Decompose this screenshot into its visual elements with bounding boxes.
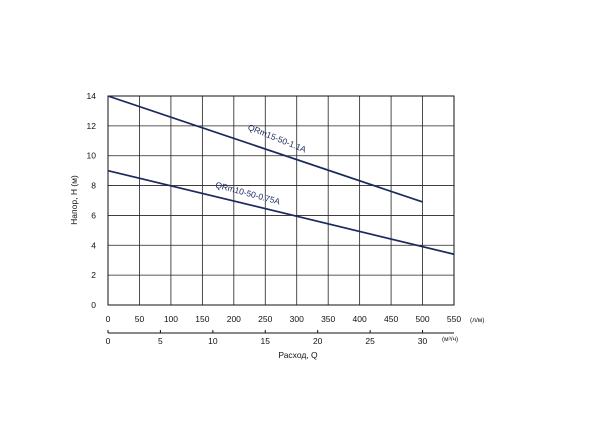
y-tick-label: 6 (91, 210, 96, 220)
x-tick-label: 200 (227, 314, 241, 324)
y-axis-ticks: 0 2 4 6 8 10 12 14 (87, 91, 97, 310)
x-tick-label: 550 (447, 314, 461, 324)
x2-tick-label: 15 (261, 336, 271, 346)
plot-frame (107, 95, 455, 306)
y-tick-label: 12 (87, 121, 97, 131)
grid (107, 95, 455, 306)
x2-tick-label: 25 (365, 336, 375, 346)
x-axis-primary-unit: (л/м) (470, 317, 484, 324)
x2-tick-label: 0 (106, 336, 111, 346)
x2-tick-label: 20 (313, 336, 323, 346)
x-tick-label: 500 (415, 314, 429, 324)
series-labels: QRm15-50-1.1A QRm10-50-0.75A (214, 122, 308, 207)
y-tick-label: 10 (87, 151, 97, 161)
x-axis-secondary-unit: (м³/ч) (442, 336, 458, 343)
y-axis-title: Напор, H (м) (69, 175, 79, 225)
y-tick-label: 4 (91, 240, 96, 250)
y-tick-label: 14 (87, 91, 97, 101)
x-tick-label: 400 (353, 314, 367, 324)
x-tick-label: 300 (290, 314, 304, 324)
x-axis-primary-ticks: 0 50 100 150 200 250 300 350 400 450 500 550 (106, 314, 462, 324)
x-tick-label: 250 (258, 314, 272, 324)
x2-tick-label: 10 (208, 336, 218, 346)
x-tick-label: 350 (321, 314, 335, 324)
x-axis-secondary-ticks: 0 5 10 15 20 25 30 (106, 330, 428, 346)
x-tick-label: 100 (164, 314, 178, 324)
y-tick-label: 2 (91, 270, 96, 280)
series-lines (107, 95, 455, 256)
x-axis-title: Расход, Q (278, 350, 318, 360)
x-tick-label: 50 (135, 314, 145, 324)
series-line (107, 95, 423, 203)
x2-tick-label: 5 (158, 336, 163, 346)
series-line (107, 169, 455, 256)
x-tick-label: 150 (195, 314, 209, 324)
y-tick-label: 8 (91, 181, 96, 191)
series-label: QRm15-50-1.1A (247, 122, 308, 155)
x-tick-label: 450 (384, 314, 398, 324)
series-label: QRm10-50-0.75A (214, 180, 281, 207)
y-tick-label: 0 (91, 300, 96, 310)
x-tick-label: 0 (106, 314, 111, 324)
x2-tick-label: 30 (418, 336, 428, 346)
